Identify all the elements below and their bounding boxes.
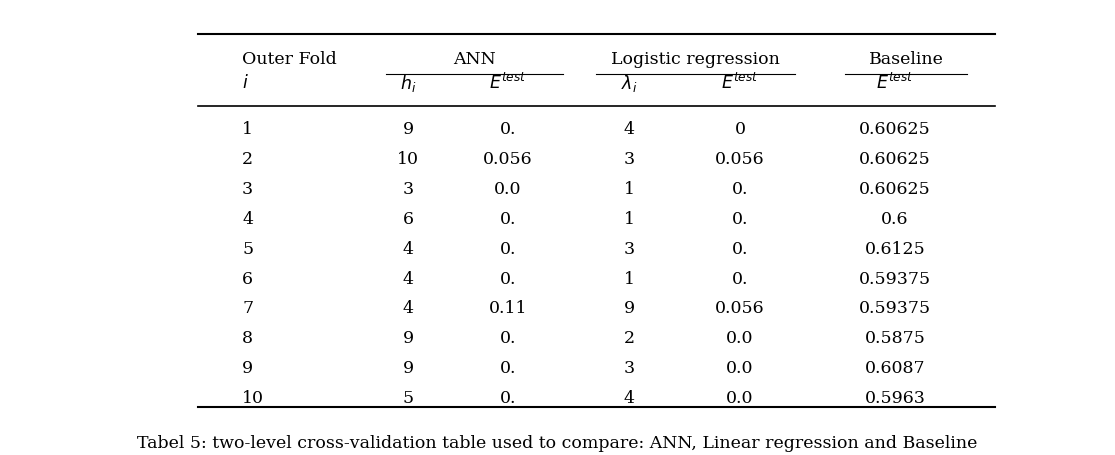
Text: 3: 3 xyxy=(242,181,253,198)
Text: 0: 0 xyxy=(735,121,746,138)
Text: 3: 3 xyxy=(403,181,414,198)
Text: 0.: 0. xyxy=(500,211,516,228)
Text: Logistic regression: Logistic regression xyxy=(611,51,780,68)
Text: 0.056: 0.056 xyxy=(716,151,765,168)
Text: Tabel 5: two-level cross-validation table used to compare: ANN, Linear regressio: Tabel 5: two-level cross-validation tabl… xyxy=(137,435,978,452)
Text: 4: 4 xyxy=(242,211,253,228)
Text: 4: 4 xyxy=(624,121,634,138)
Text: 10: 10 xyxy=(242,390,264,407)
Text: 2: 2 xyxy=(624,330,636,347)
Text: 0.0: 0.0 xyxy=(726,360,754,377)
Text: 5: 5 xyxy=(242,241,253,258)
Text: 3: 3 xyxy=(624,360,636,377)
Text: 8: 8 xyxy=(242,330,253,347)
Text: 2: 2 xyxy=(242,151,253,168)
Text: 9: 9 xyxy=(403,121,414,138)
Text: 0.6: 0.6 xyxy=(881,211,909,228)
Text: 0.11: 0.11 xyxy=(488,300,527,318)
Text: 9: 9 xyxy=(624,300,636,318)
Text: 1: 1 xyxy=(624,271,634,288)
Text: 6: 6 xyxy=(242,271,253,288)
Text: $E^{test}$: $E^{test}$ xyxy=(488,73,526,93)
Text: 9: 9 xyxy=(403,360,414,377)
Text: 0.5875: 0.5875 xyxy=(864,330,925,347)
Text: 0.056: 0.056 xyxy=(483,151,533,168)
Text: 9: 9 xyxy=(242,360,253,377)
Text: $i$: $i$ xyxy=(242,74,249,92)
Text: 0.: 0. xyxy=(500,330,516,347)
Text: 1: 1 xyxy=(624,211,634,228)
Text: Outer Fold: Outer Fold xyxy=(242,51,337,68)
Text: Baseline: Baseline xyxy=(869,51,943,68)
Text: 3: 3 xyxy=(624,151,636,168)
Text: 4: 4 xyxy=(403,241,414,258)
Text: 0.: 0. xyxy=(731,211,748,228)
Text: 0.60625: 0.60625 xyxy=(860,181,931,198)
Text: 0.5963: 0.5963 xyxy=(864,390,925,407)
Text: 1: 1 xyxy=(624,181,634,198)
Text: 4: 4 xyxy=(624,390,634,407)
Text: 10: 10 xyxy=(397,151,419,168)
Text: $E^{test}$: $E^{test}$ xyxy=(721,73,759,93)
Text: 3: 3 xyxy=(624,241,636,258)
Text: 0.: 0. xyxy=(731,181,748,198)
Text: $E^{test}$: $E^{test}$ xyxy=(876,73,914,93)
Text: 0.: 0. xyxy=(500,241,516,258)
Text: 1: 1 xyxy=(242,121,253,138)
Text: ANN: ANN xyxy=(453,51,496,68)
Text: 0.0: 0.0 xyxy=(494,181,522,198)
Text: $h_i$: $h_i$ xyxy=(400,72,416,94)
Text: 0.6087: 0.6087 xyxy=(865,360,925,377)
Text: 7: 7 xyxy=(242,300,253,318)
Text: 4: 4 xyxy=(403,271,414,288)
Text: 9: 9 xyxy=(403,330,414,347)
Text: 6: 6 xyxy=(403,211,414,228)
Text: 5: 5 xyxy=(403,390,414,407)
Text: 0.: 0. xyxy=(731,241,748,258)
Text: 0.0: 0.0 xyxy=(726,390,754,407)
Text: 0.6125: 0.6125 xyxy=(864,241,925,258)
Text: 0.59375: 0.59375 xyxy=(859,300,931,318)
Text: 0.: 0. xyxy=(731,271,748,288)
Text: 0.60625: 0.60625 xyxy=(860,121,931,138)
Text: 0.0: 0.0 xyxy=(726,330,754,347)
Text: 0.: 0. xyxy=(500,360,516,377)
Text: 4: 4 xyxy=(403,300,414,318)
Text: 0.: 0. xyxy=(500,390,516,407)
Text: 0.60625: 0.60625 xyxy=(860,151,931,168)
Text: 0.: 0. xyxy=(500,271,516,288)
Text: 0.: 0. xyxy=(500,121,516,138)
Text: $\lambda_i$: $\lambda_i$ xyxy=(621,72,638,94)
Text: 0.59375: 0.59375 xyxy=(859,271,931,288)
Text: 0.056: 0.056 xyxy=(716,300,765,318)
